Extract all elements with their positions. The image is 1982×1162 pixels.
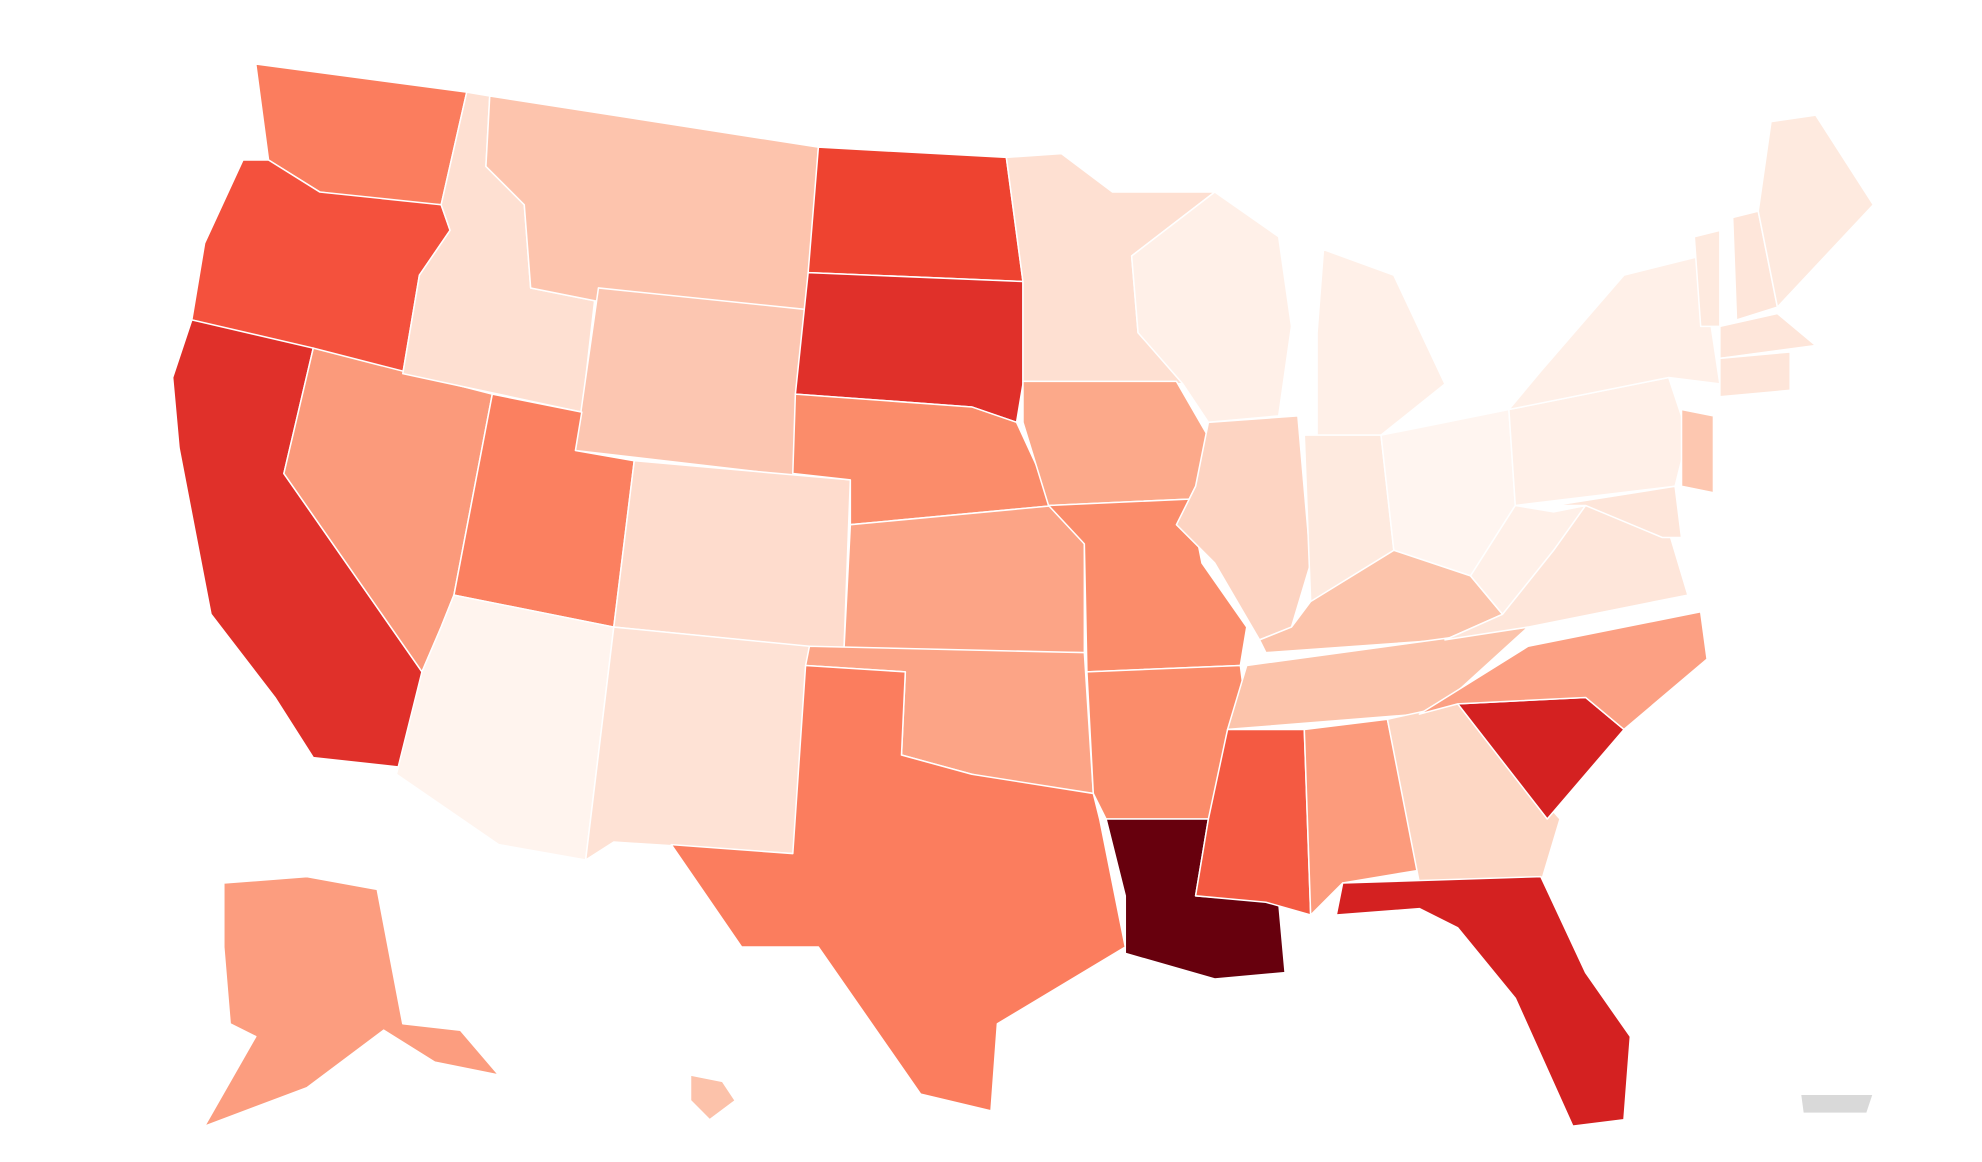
- region: [1508, 255, 1721, 411]
- region: [485, 95, 820, 311]
- region: [689, 1074, 737, 1121]
- region: [1335, 875, 1632, 1127]
- region: [1022, 380, 1216, 507]
- region: [807, 146, 1024, 283]
- region: [1719, 351, 1791, 398]
- region: [1757, 114, 1875, 308]
- region: [203, 875, 500, 1127]
- region: [1552, 485, 1683, 539]
- region: [574, 287, 809, 477]
- region: [1799, 1093, 1875, 1115]
- region: [1303, 718, 1421, 916]
- region: [584, 626, 811, 861]
- region: [670, 664, 1127, 1112]
- region: [1316, 248, 1446, 436]
- region: [843, 504, 1086, 654]
- region: [1680, 408, 1715, 494]
- region: [1130, 191, 1293, 424]
- region: [1719, 312, 1817, 360]
- region: [613, 459, 852, 651]
- region: [1418, 610, 1708, 731]
